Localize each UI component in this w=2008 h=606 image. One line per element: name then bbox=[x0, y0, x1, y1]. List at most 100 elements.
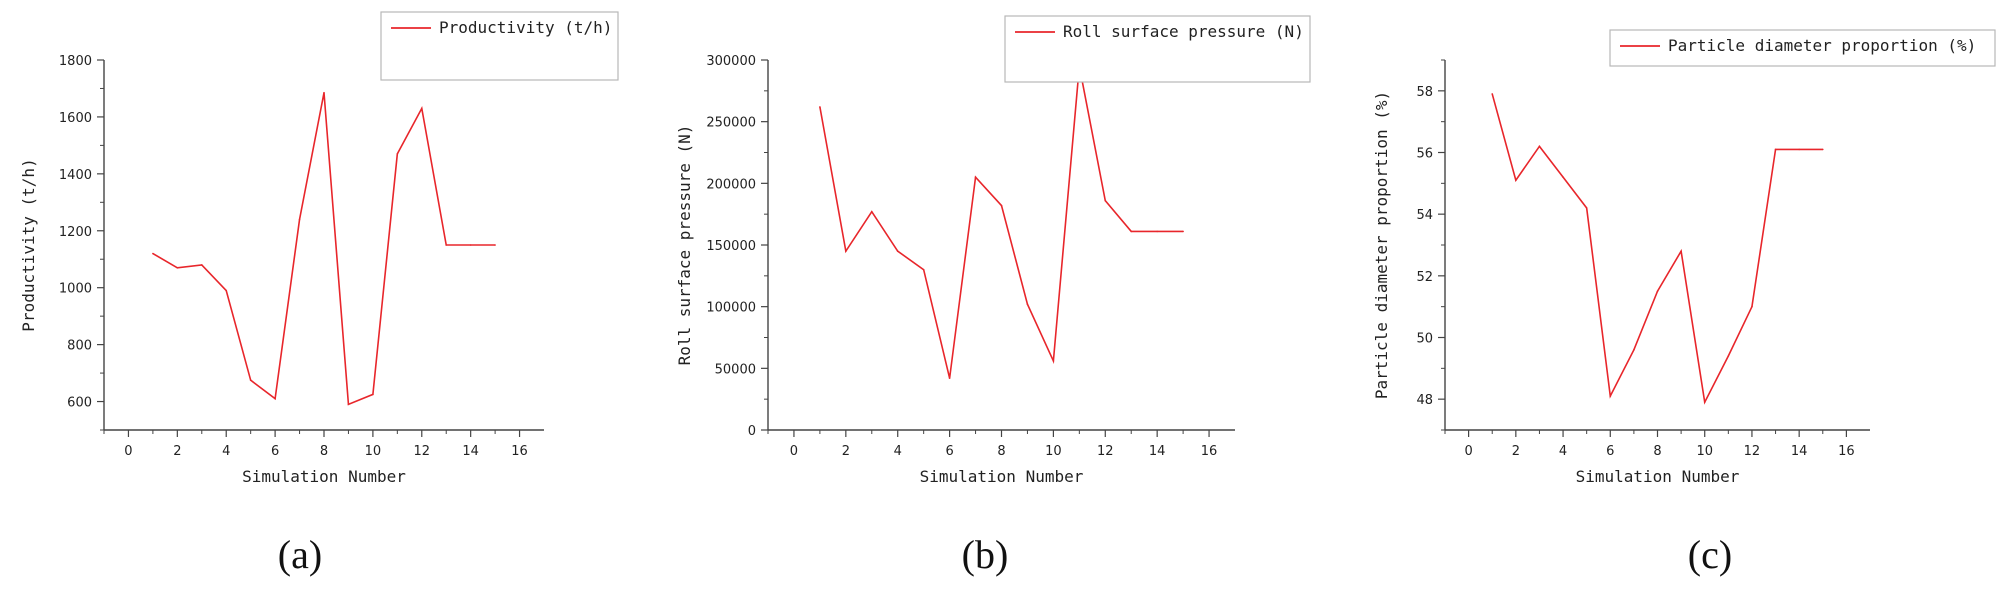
series-line bbox=[819, 66, 1184, 379]
x-tick-label: 2 bbox=[842, 444, 850, 459]
y-tick-label: 150000 bbox=[706, 239, 756, 254]
x-tick-label: 8 bbox=[1653, 444, 1661, 459]
x-tick-label: 10 bbox=[365, 444, 382, 459]
data-point bbox=[298, 218, 301, 221]
data-point bbox=[1182, 230, 1184, 233]
x-axis-title: Simulation Number bbox=[920, 467, 1084, 486]
data-point bbox=[1727, 355, 1730, 357]
data-point bbox=[1538, 145, 1541, 148]
y-axis-title: Roll surface pressure (N) bbox=[675, 125, 694, 366]
x-tick-label: 14 bbox=[462, 444, 479, 459]
data-point bbox=[152, 252, 154, 255]
x-tick-label: 4 bbox=[222, 444, 230, 459]
data-point bbox=[819, 106, 821, 108]
panel-label: (c) bbox=[1688, 532, 1732, 577]
data-point bbox=[1515, 179, 1517, 182]
y-tick-label: 250000 bbox=[706, 116, 756, 131]
x-tick-label: 16 bbox=[1201, 444, 1218, 459]
data-point bbox=[1585, 207, 1588, 209]
data-point bbox=[249, 379, 252, 381]
x-tick-label: 14 bbox=[1791, 444, 1808, 459]
panel-label: (a) bbox=[278, 532, 322, 577]
data-point bbox=[225, 289, 228, 292]
y-tick-label: 1800 bbox=[59, 54, 92, 69]
y-tick-label: 1400 bbox=[59, 168, 92, 183]
x-tick-label: 8 bbox=[997, 444, 1005, 459]
y-tick-label: 52 bbox=[1416, 270, 1433, 285]
x-tick-label: 14 bbox=[1149, 444, 1166, 459]
x-tick-label: 16 bbox=[511, 444, 528, 459]
data-point bbox=[1680, 250, 1682, 252]
legend-box bbox=[1609, 29, 1996, 67]
y-tick-label: 54 bbox=[1416, 208, 1433, 223]
x-axis-title: Simulation Number bbox=[242, 467, 406, 486]
data-point bbox=[1491, 93, 1494, 95]
data-point bbox=[347, 403, 350, 406]
x-tick-label: 10 bbox=[1045, 444, 1062, 459]
legend-label: Roll surface pressure (N) bbox=[1063, 22, 1304, 41]
data-point bbox=[176, 266, 179, 269]
data-point bbox=[1703, 401, 1706, 404]
chart-panel-2: 0 2 4 6 8 10 12 14 16 0 50000 100000 150000 200000 250… bbox=[675, 15, 1311, 577]
data-point bbox=[372, 393, 374, 396]
data-point bbox=[200, 264, 203, 266]
data-point bbox=[323, 91, 325, 94]
y-tick-label: 100000 bbox=[706, 301, 756, 316]
x-tick-label: 2 bbox=[1512, 444, 1520, 459]
series-line bbox=[1491, 93, 1823, 405]
panel-label: (b) bbox=[962, 532, 1009, 577]
x-tick-label: 12 bbox=[1744, 444, 1761, 459]
data-point bbox=[1104, 199, 1107, 202]
legend-box bbox=[1004, 15, 1311, 83]
x-tick-label: 0 bbox=[1464, 444, 1472, 459]
data-point bbox=[469, 244, 472, 246]
x-tick-label: 12 bbox=[414, 444, 431, 459]
data-point bbox=[1609, 395, 1612, 397]
data-point bbox=[445, 244, 448, 246]
y-tick-label: 1600 bbox=[59, 111, 92, 126]
legend-label: Productivity (t/h) bbox=[439, 18, 612, 37]
data-point bbox=[922, 268, 925, 271]
x-tick-label: 4 bbox=[1559, 444, 1567, 459]
x-tick-label: 0 bbox=[790, 444, 798, 459]
x-tick-label: 4 bbox=[894, 444, 902, 459]
y-tick-label: 0 bbox=[748, 424, 756, 439]
data-point bbox=[1751, 305, 1753, 308]
x-tick-label: 6 bbox=[945, 444, 953, 459]
data-point bbox=[494, 244, 496, 246]
series-line bbox=[152, 92, 496, 406]
y-tick-label: 800 bbox=[67, 339, 92, 354]
data-point bbox=[1026, 303, 1029, 306]
y-tick-label: 50000 bbox=[715, 362, 756, 377]
x-tick-label: 0 bbox=[124, 444, 132, 459]
data-point bbox=[896, 250, 899, 252]
y-tick-label: 1200 bbox=[59, 225, 92, 240]
data-point bbox=[1052, 360, 1055, 362]
data-point bbox=[1821, 148, 1824, 151]
data-point bbox=[396, 153, 399, 155]
x-tick-label: 16 bbox=[1838, 444, 1855, 459]
x-tick-label: 12 bbox=[1097, 444, 1114, 459]
x-tick-label: 10 bbox=[1696, 444, 1713, 459]
x-tick-label: 2 bbox=[173, 444, 181, 459]
y-tick-label: 200000 bbox=[706, 177, 756, 192]
data-point bbox=[1774, 148, 1777, 151]
data-point bbox=[1000, 204, 1003, 207]
data-point bbox=[1633, 349, 1635, 351]
data-point bbox=[870, 210, 873, 213]
data-point bbox=[845, 250, 847, 252]
legend-box bbox=[380, 11, 619, 81]
legend-label: Particle diameter proportion (%) bbox=[1668, 36, 1976, 55]
y-axis-title: Particle diameter proportion (%) bbox=[1372, 91, 1391, 399]
data-point bbox=[1156, 230, 1158, 233]
y-tick-label: 48 bbox=[1416, 393, 1433, 408]
data-point bbox=[974, 176, 977, 178]
y-tick-label: 1000 bbox=[59, 282, 92, 297]
y-tick-label: 56 bbox=[1416, 147, 1433, 162]
x-tick-label: 6 bbox=[271, 444, 279, 459]
y-tick-label: 50 bbox=[1416, 332, 1433, 347]
x-tick-label: 6 bbox=[1606, 444, 1614, 459]
y-tick-label: 58 bbox=[1416, 85, 1433, 100]
chart-panel-1: 0 2 4 6 8 10 12 14 16 600 800 1000 1200 1400 1600 1800 S… bbox=[19, 11, 619, 577]
